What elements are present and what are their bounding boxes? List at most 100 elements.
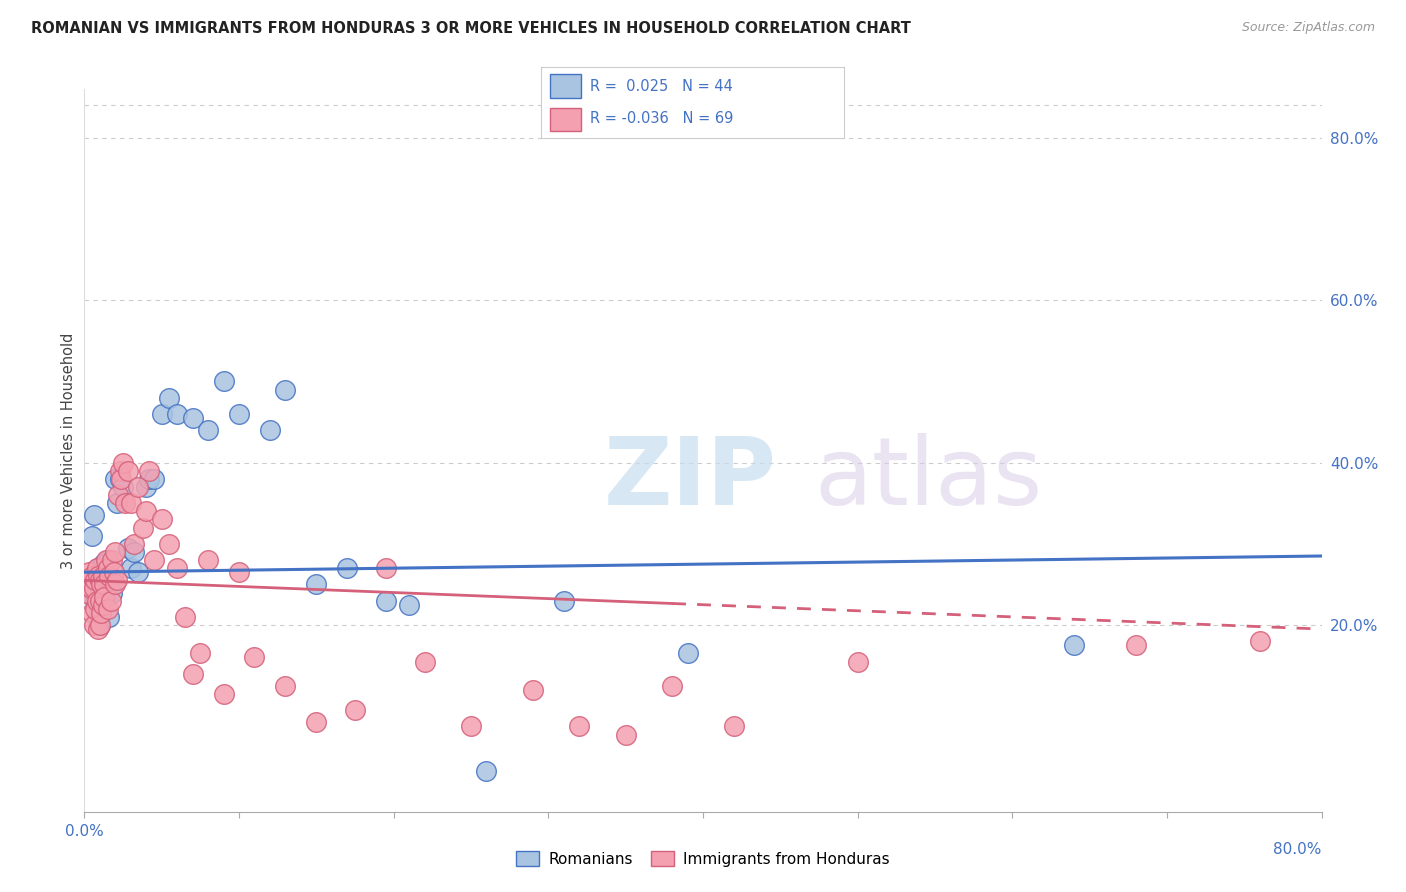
Point: [108, 472, 131, 486]
Point: [143, 553, 166, 567]
Point: [159, 537, 180, 551]
Point: [77, 566, 100, 580]
Point: [135, 504, 157, 518]
Text: Source: ZipAtlas.com: Source: ZipAtlas.com: [1241, 21, 1375, 35]
Point: [723, 719, 745, 733]
Point: [197, 553, 219, 567]
Point: [86, 593, 108, 607]
Point: [336, 561, 359, 575]
Point: [105, 574, 128, 588]
Bar: [550, 74, 581, 97]
Point: [114, 496, 136, 510]
Point: [228, 407, 250, 421]
Point: [135, 480, 157, 494]
Point: [89, 582, 111, 596]
Point: [96, 561, 118, 575]
Point: [259, 423, 281, 437]
Point: [614, 728, 637, 742]
Point: [117, 464, 139, 478]
Point: [413, 655, 436, 669]
Point: [84, 601, 107, 615]
Point: [150, 512, 173, 526]
Legend: Romanians, Immigrants from Honduras: Romanians, Immigrants from Honduras: [510, 845, 896, 872]
Point: [1249, 634, 1271, 648]
Point: [87, 561, 110, 575]
Point: [120, 496, 142, 510]
Point: [76, 585, 98, 599]
Point: [82, 529, 104, 543]
Point: [120, 561, 142, 575]
Point: [105, 496, 128, 510]
Text: ZIP: ZIP: [605, 434, 778, 525]
Point: [150, 407, 173, 421]
Point: [274, 383, 297, 397]
Point: [1125, 638, 1147, 652]
Point: [87, 569, 110, 583]
Point: [104, 577, 127, 591]
Point: [117, 541, 139, 555]
Point: [98, 610, 121, 624]
Point: [374, 561, 398, 575]
Point: [101, 553, 124, 567]
Point: [89, 618, 111, 632]
Point: [104, 545, 127, 559]
Point: [398, 598, 420, 612]
Point: [661, 679, 683, 693]
Point: [104, 472, 127, 486]
Point: [676, 647, 699, 661]
Point: [86, 561, 108, 575]
Point: [212, 687, 235, 701]
Point: [166, 561, 188, 575]
Point: [83, 618, 105, 632]
Point: [108, 464, 131, 478]
Point: [343, 703, 366, 717]
Point: [82, 569, 104, 583]
Point: [79, 582, 101, 596]
Point: [90, 606, 112, 620]
Point: [553, 593, 575, 607]
Point: [90, 577, 112, 591]
Point: [82, 606, 104, 620]
Point: [107, 488, 129, 502]
Point: [89, 593, 111, 607]
Point: [166, 407, 188, 421]
Point: [122, 545, 145, 559]
Point: [93, 566, 115, 580]
Text: R =  0.025   N = 44: R = 0.025 N = 44: [589, 78, 733, 94]
Point: [846, 655, 869, 669]
Point: [188, 647, 211, 661]
Point: [87, 622, 110, 636]
Point: [305, 577, 328, 591]
Point: [522, 682, 544, 697]
Point: [84, 593, 107, 607]
Point: [91, 569, 114, 583]
Text: R = -0.036   N = 69: R = -0.036 N = 69: [589, 112, 733, 127]
Point: [94, 553, 117, 567]
Point: [305, 715, 328, 730]
Point: [143, 472, 166, 486]
Point: [174, 610, 197, 624]
Point: [138, 464, 160, 478]
Point: [93, 577, 115, 591]
Text: 80.0%: 80.0%: [1274, 842, 1322, 857]
Point: [197, 423, 219, 437]
Point: [181, 411, 204, 425]
Point: [91, 557, 114, 571]
Point: [93, 590, 115, 604]
Point: [1063, 638, 1085, 652]
Point: [100, 593, 122, 607]
Text: ROMANIAN VS IMMIGRANTS FROM HONDURAS 3 OR MORE VEHICLES IN HOUSEHOLD CORRELATION: ROMANIAN VS IMMIGRANTS FROM HONDURAS 3 O…: [31, 21, 911, 37]
Point: [94, 590, 117, 604]
Point: [83, 508, 105, 523]
Point: [228, 566, 250, 580]
Point: [77, 582, 100, 596]
Point: [101, 585, 124, 599]
Point: [84, 574, 107, 588]
Point: [132, 520, 155, 534]
Point: [89, 618, 111, 632]
Point: [159, 391, 180, 405]
Bar: [550, 108, 581, 131]
Point: [96, 601, 118, 615]
Point: [374, 593, 398, 607]
Point: [112, 456, 135, 470]
